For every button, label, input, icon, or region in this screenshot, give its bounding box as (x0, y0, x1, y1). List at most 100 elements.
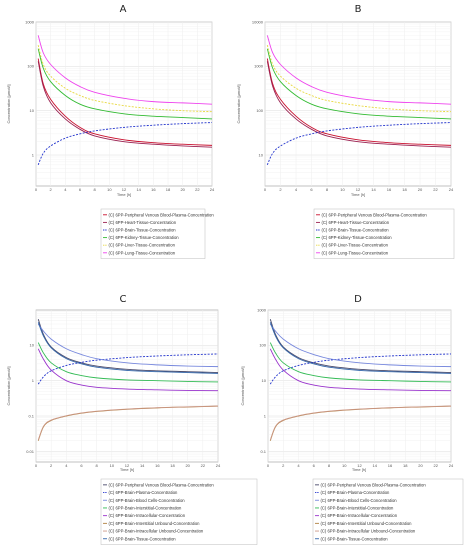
legend-box (312, 478, 464, 545)
series-line-1 (37, 319, 219, 373)
x-axis-title: Time [h] (117, 192, 131, 197)
x-tick-label: 24 (210, 187, 215, 192)
legend-entry: (C) 6PP-Lung-Tissue-Concentration (109, 250, 176, 255)
series-line-8 (269, 322, 452, 374)
x-tick-label: 14 (140, 463, 145, 468)
x-tick-label: 8 (328, 463, 331, 468)
x-tick-label: 6 (79, 187, 82, 192)
x-tick-label: 10 (342, 463, 347, 468)
y-tick-label: 1 (32, 378, 35, 383)
x-tick-label: 20 (418, 463, 423, 468)
panel-label: D (354, 294, 362, 305)
x-tick-label: 2 (282, 463, 285, 468)
legend-entry: (C) 6PP-Brain-Blood Cells-Concentration (109, 498, 186, 503)
y-axis-title: Concentration [µmol/l] (240, 367, 245, 406)
x-tick-label: 2 (50, 187, 53, 192)
y-tick-label: 1 (32, 152, 35, 157)
x-tick-label: 18 (402, 187, 407, 192)
x-tick-label: 18 (170, 463, 175, 468)
y-tick-label: 10 (259, 152, 264, 157)
x-tick-label: 22 (195, 187, 200, 192)
x-axis-title: Time [h] (120, 467, 134, 472)
y-tick-label: 1000 (25, 19, 35, 24)
y-tick-label: 1 (264, 413, 267, 418)
y-axis-title: Concentration [µmol/l] (6, 85, 11, 124)
legend-box (313, 208, 455, 259)
x-tick-label: 10 (340, 187, 345, 192)
series-line-4 (37, 342, 219, 383)
legend-entry: (C) 6PP-Liver-Tissue-Concentration (109, 243, 176, 248)
x-tick-label: 22 (201, 463, 206, 468)
panel-label: C (120, 294, 127, 305)
x-tick-label: 4 (64, 187, 67, 192)
x-tick-label: 16 (388, 463, 393, 468)
series-line-6 (37, 35, 213, 105)
series-line-1 (269, 319, 452, 373)
x-tick-label: 6 (313, 463, 316, 468)
x-tick-label: 0 (267, 463, 270, 468)
x-tick-label: 14 (373, 463, 378, 468)
legend-box (100, 208, 206, 259)
panel-label: B (355, 4, 362, 15)
x-tick-label: 0 (35, 187, 38, 192)
x-tick-label: 22 (434, 463, 439, 468)
x-tick-label: 6 (310, 187, 313, 192)
legend-entry: (C) 6PP-Peripheral Venous Blood-Plasma-C… (109, 482, 215, 487)
series-line-4 (269, 342, 452, 383)
legend-entry: (C) 6PP-Brain-Intracellular-Concentratio… (321, 513, 398, 518)
x-tick-label: 14 (136, 187, 141, 192)
series-line-5 (37, 348, 219, 392)
legend-entry: (C) 6PP-Brain-Intracellular Unbound-Conc… (109, 529, 204, 534)
y-tick-label: 10 (30, 108, 35, 113)
x-tick-label: 16 (155, 463, 160, 468)
x-tick-label: 4 (297, 463, 300, 468)
legend-entry: (C) 6PP-Brain-Plasma-Concentration (109, 490, 179, 495)
legend-entry: (C) 6PP-Brain-Interstitial-Concentration (321, 505, 395, 510)
legend-entry: (C) 6PP-Brain-Tissue-Concentration (109, 228, 177, 233)
legend-entry: (C) 6PP-Kidney-Tissue-Concentration (322, 235, 393, 240)
series-line-2 (37, 61, 213, 148)
x-tick-label: 0 (35, 463, 38, 468)
x-tick-label: 2 (279, 187, 282, 192)
x-tick-label: 24 (449, 187, 454, 192)
x-tick-label: 20 (418, 187, 423, 192)
x-tick-label: 8 (94, 187, 97, 192)
legend-entry: (C) 6PP-Brain-Intracellular Unbound-Conc… (321, 529, 416, 534)
legend-entry: (C) 6PP-Brain-Intracellular-Concentratio… (109, 513, 186, 518)
y-tick-label: 100 (259, 343, 266, 348)
x-tick-label: 8 (326, 187, 329, 192)
x-axis-title: Time [h] (351, 192, 365, 197)
y-tick-label: 1000 (254, 64, 264, 69)
y-tick-label: 0.1 (28, 413, 34, 418)
series-line-8 (37, 322, 219, 374)
y-tick-label: 100 (256, 108, 263, 113)
series-line-3 (37, 323, 219, 368)
legend-entry: (C) 6PP-Brain-Tissue-Concentration (109, 536, 177, 541)
series-line-5 (37, 45, 213, 113)
x-tick-label: 12 (125, 463, 130, 468)
x-tick-label: 20 (180, 187, 185, 192)
legend-entry: (C) 6PP-Brain-Plasma-Concentration (321, 490, 391, 495)
x-tick-label: 6 (80, 463, 83, 468)
legend-entry: (C) 6PP-Brain-Interstitial Unbound-Conce… (109, 521, 201, 526)
legend-entry: (C) 6PP-Peripheral Venous Blood-Plasma-C… (321, 482, 427, 487)
legend-entry: (C) 6PP-Heart-Tissue-Concentration (322, 220, 390, 225)
x-tick-label: 4 (65, 463, 68, 468)
x-tick-label: 2 (50, 463, 53, 468)
x-tick-label: 10 (107, 187, 112, 192)
legend: (C) 6PP-Peripheral Venous Blood-Plasma-C… (312, 478, 464, 545)
x-tick-label: 8 (96, 463, 99, 468)
series-line-3 (269, 323, 452, 368)
series-line-3 (37, 122, 213, 166)
legend-entry: (C) 6PP-Brain-Interstitial-Concentration (109, 505, 183, 510)
series-line-5 (266, 45, 452, 113)
x-tick-label: 24 (449, 463, 454, 468)
panel-label: A (120, 4, 127, 15)
series-line-1 (266, 58, 452, 146)
y-axis-title: Concentration [µmol/l] (6, 367, 11, 406)
